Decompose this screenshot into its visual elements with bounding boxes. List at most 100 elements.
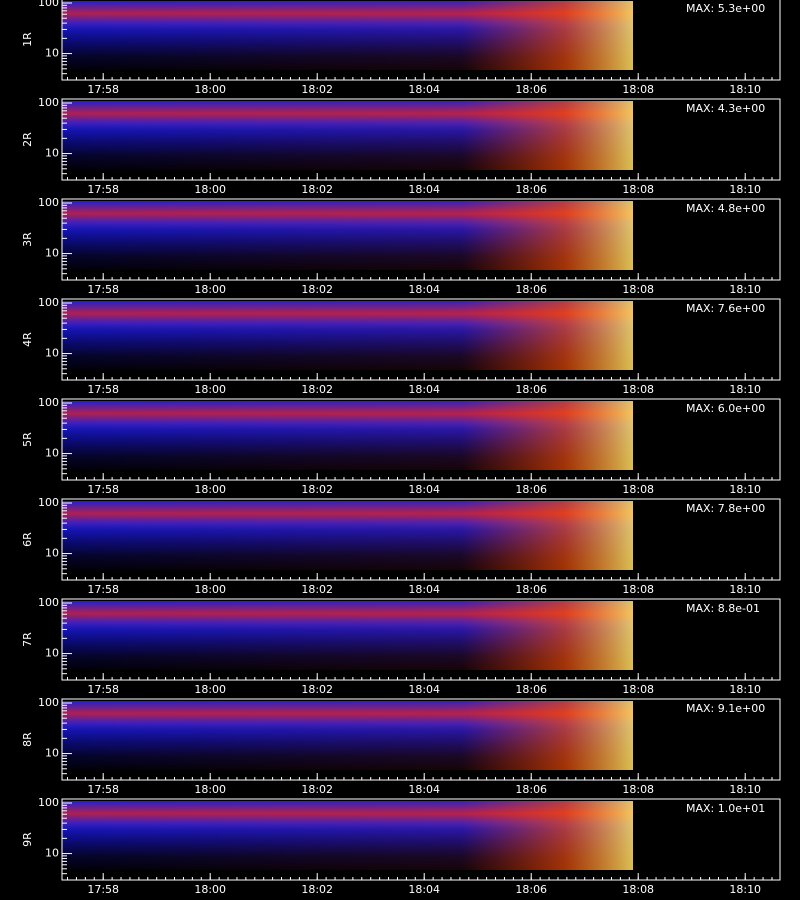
x-tick-label: 18:00 (194, 783, 226, 796)
x-tick-label: 18:02 (301, 883, 333, 896)
y-tick-label: 10 (45, 447, 59, 460)
x-tick-label: 18:02 (301, 683, 333, 696)
annotation: MAX: 4.8e+00 (686, 202, 765, 215)
x-tick-label: 18:04 (408, 283, 440, 296)
x-tick-label: 18:08 (622, 83, 654, 96)
x-tick-label: 18:06 (515, 683, 547, 696)
x-tick-label: 18:02 (301, 183, 333, 196)
x-tick-label: 18:10 (729, 783, 761, 796)
panel: 17:58 18:00 18:02 18:04 18:06 18:08 18:10 10 100… (21, 796, 781, 896)
x-tick-label: 18:00 (194, 883, 226, 896)
spectrogram-intensity (62, 1, 633, 70)
x-tick-label: 18:08 (622, 583, 654, 596)
y-tick-label: 10 (45, 47, 59, 60)
annotation: MAX: 1.0e+01 (686, 802, 765, 815)
x-tick-label: 18:02 (301, 783, 333, 796)
x-tick-label: 18:00 (194, 183, 226, 196)
x-tick-label: 18:10 (729, 883, 761, 896)
annotation: MAX: 5.3e+00 (686, 2, 765, 15)
x-tick-label: 17:58 (87, 183, 119, 196)
spectrogram-intensity (62, 801, 633, 870)
x-tick-label: 18:02 (301, 383, 333, 396)
spectrogram-intensity (62, 501, 633, 570)
y-tick-label: 100 (38, 196, 59, 209)
annotation: MAX: 8.8e-01 (686, 602, 760, 615)
x-tick-label: 18:08 (622, 383, 654, 396)
y-tick-label: 10 (45, 847, 59, 860)
y-axis-label: 8R (21, 732, 34, 747)
y-axis-label: 9R (21, 832, 34, 847)
annotation: MAX: 4.3e+00 (686, 102, 765, 115)
plot-frame (61, 98, 781, 181)
x-tick-label: 18:04 (408, 883, 440, 896)
x-tick-label: 18:02 (301, 83, 333, 96)
x-tick-label: 18:00 (194, 83, 226, 96)
x-tick-label: 18:02 (301, 283, 333, 296)
x-tick-label: 18:06 (515, 283, 547, 296)
y-tick-label: 10 (45, 347, 59, 360)
x-tick-label: 17:58 (87, 783, 119, 796)
plot-frame (61, 0, 781, 81)
x-tick-label: 18:10 (729, 483, 761, 496)
y-axis-label: 7R (21, 632, 34, 647)
x-tick-label: 18:10 (729, 683, 761, 696)
y-tick-label: 100 (38, 796, 59, 809)
spectrogram-intensity (62, 301, 633, 370)
y-axis-label: 3R (21, 232, 34, 247)
x-tick-label: 18:10 (729, 283, 761, 296)
x-tick-label: 18:04 (408, 483, 440, 496)
x-tick-label: 18:08 (622, 183, 654, 196)
panel: 17:58 18:00 18:02 18:04 18:06 18:08 18:10 10 100… (21, 396, 781, 496)
x-tick-label: 17:58 (87, 883, 119, 896)
x-tick-label: 18:06 (515, 183, 547, 196)
panel: 17:58 18:00 18:02 18:04 18:06 18:08 18:10 10 100… (21, 196, 781, 296)
x-tick-label: 18:00 (194, 683, 226, 696)
x-tick-label: 18:02 (301, 583, 333, 596)
y-axis-label: 6R (21, 532, 34, 547)
x-tick-label: 18:04 (408, 83, 440, 96)
y-axis-label: 2R (21, 132, 34, 147)
annotation: MAX: 6.0e+00 (686, 402, 765, 415)
x-tick-label: 17:58 (87, 83, 119, 96)
plot-frame (61, 398, 781, 481)
y-tick-label: 100 (38, 396, 59, 409)
x-tick-label: 17:58 (87, 683, 119, 696)
y-tick-label: 10 (45, 747, 59, 760)
x-tick-label: 18:00 (194, 283, 226, 296)
y-tick-label: 10 (45, 247, 59, 260)
plot-frame (61, 698, 781, 781)
x-tick-label: 18:06 (515, 883, 547, 896)
y-axis-label: 1R (21, 32, 34, 47)
x-tick-label: 18:10 (729, 583, 761, 596)
x-tick-label: 18:06 (515, 583, 547, 596)
x-tick-label: 18:06 (515, 383, 547, 396)
x-tick-label: 17:58 (87, 483, 119, 496)
spectrogram-intensity (62, 601, 633, 670)
y-tick-label: 100 (38, 496, 59, 509)
panel: 17:58 18:00 18:02 18:04 18:06 18:08 18:10 10 100… (21, 496, 781, 596)
y-tick-label: 100 (38, 96, 59, 109)
annotation: MAX: 7.8e+00 (686, 502, 765, 515)
y-tick-label: 100 (38, 296, 59, 309)
x-tick-label: 18:06 (515, 83, 547, 96)
x-tick-label: 18:00 (194, 383, 226, 396)
plot-frame (61, 598, 781, 681)
panel: 17:58 18:00 18:02 18:04 18:06 18:08 18:10 10 100… (21, 696, 781, 796)
y-tick-label: 100 (38, 696, 59, 709)
spectrogram-intensity (62, 701, 633, 770)
x-tick-label: 18:08 (622, 683, 654, 696)
x-tick-label: 18:10 (729, 83, 761, 96)
annotation: MAX: 9.1e+00 (686, 702, 765, 715)
x-tick-label: 17:58 (87, 283, 119, 296)
x-tick-label: 18:00 (194, 583, 226, 596)
plot-frame (61, 798, 781, 881)
x-tick-label: 18:08 (622, 783, 654, 796)
x-tick-label: 18:04 (408, 583, 440, 596)
x-tick-label: 17:58 (87, 383, 119, 396)
y-tick-label: 10 (45, 547, 59, 560)
x-tick-label: 18:02 (301, 483, 333, 496)
panel: 17:58 18:00 18:02 18:04 18:06 18:08 18:10 10 100… (21, 296, 781, 396)
y-tick-label: 10 (45, 647, 59, 660)
